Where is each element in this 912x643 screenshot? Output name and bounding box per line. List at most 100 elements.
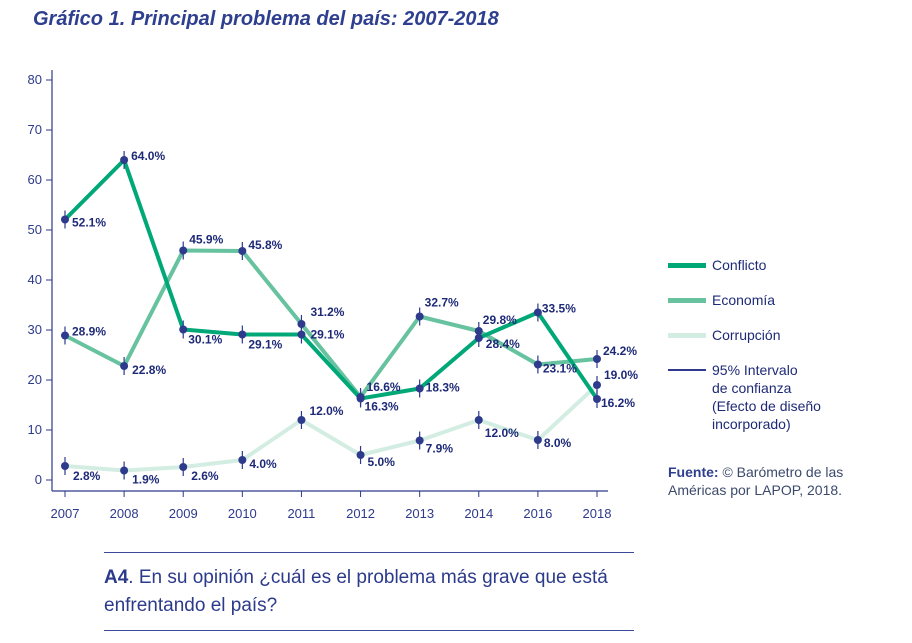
x-tick-label: 2016 <box>523 506 552 521</box>
point-economia <box>356 393 365 401</box>
data-label-conflicto: 29.1% <box>248 338 282 352</box>
legend-item-confidence-interval: 95% Intervalo de confianza (Efecto de di… <box>668 361 821 433</box>
data-label-economia: 31.2% <box>310 305 344 319</box>
data-label-conflicto: 33.5% <box>542 302 576 316</box>
series-line-conflicto <box>63 158 599 401</box>
chart-legend: Conflicto Economía Corrupción 95% Interv… <box>668 256 821 450</box>
x-tick-label: 2010 <box>228 506 257 521</box>
data-label-conflicto: 30.1% <box>188 333 222 347</box>
point-corrupcion <box>61 462 69 470</box>
source-label: Fuente: <box>668 464 719 480</box>
data-label-conflicto: 16.3% <box>365 400 399 414</box>
data-label-conflicto: 28.4% <box>486 337 520 351</box>
data-label-economia: 28.9% <box>72 325 106 339</box>
x-tick-label: 2012 <box>346 506 375 521</box>
legend-label-corrupcion: Corrupción <box>712 327 781 343</box>
data-label-conflicto: 29.1% <box>310 328 344 342</box>
data-label-corrupcion: 5.0% <box>368 455 396 469</box>
y-tick-label: 0 <box>35 472 42 487</box>
y-tick-label: 40 <box>28 272 42 287</box>
legend-label-conflicto: Conflicto <box>712 257 767 273</box>
point-conflicto <box>238 330 247 339</box>
x-tick-label: 2009 <box>169 506 198 521</box>
data-points <box>61 151 601 480</box>
legend-label-economia: Economía <box>712 292 776 308</box>
data-label-conflicto: 16.2% <box>601 396 635 410</box>
point-corrupcion <box>179 463 188 471</box>
data-label-corrupcion: 8.0% <box>544 436 572 450</box>
x-tick-label: 2013 <box>405 506 434 521</box>
data-label-corrupcion: 4.0% <box>249 457 277 471</box>
legend-swatch-conflicto <box>668 263 706 268</box>
y-tick-label: 60 <box>28 172 42 187</box>
point-corrupcion <box>474 416 483 424</box>
y-tick-label: 30 <box>28 322 42 337</box>
data-label-conflicto: 64.0% <box>131 149 165 163</box>
legend-swatch-economia <box>668 298 706 303</box>
point-economia <box>533 360 542 369</box>
data-label-economia: 23.1% <box>543 362 577 376</box>
point-economia <box>593 355 601 363</box>
y-tick-label: 70 <box>28 122 42 137</box>
point-economia <box>415 312 424 321</box>
legend-item-corrupcion: Corrupción <box>668 326 821 344</box>
data-label-conflicto: 18.3% <box>426 381 460 395</box>
data-label-economia: 24.2% <box>603 344 637 358</box>
chart-axes: 0 10 20 30 40 50 60 70 80 2007 2008 2009 2010 2011 201… <box>28 70 612 521</box>
data-label-corrupcion: 12.0% <box>485 426 519 440</box>
legend-swatch-corrupcion <box>668 333 706 338</box>
point-conflicto <box>415 384 424 393</box>
data-label-economia: 16.6% <box>367 380 401 394</box>
source-text: © Barómetro de las Américas por LAPOP, 2… <box>668 464 844 498</box>
point-corrupcion <box>356 451 365 459</box>
data-label-corrupcion: 2.6% <box>191 469 219 483</box>
data-label-economia: 32.7% <box>425 296 459 310</box>
question-text: A4. En su opinión ¿cuál es el problema m… <box>104 564 634 620</box>
point-corrupcion <box>415 436 424 445</box>
y-tick-label: 50 <box>28 222 42 237</box>
x-tick-label: 2007 <box>51 506 80 521</box>
x-tick-label: 2014 <box>464 506 493 521</box>
question-body: . En su opinión ¿cuál es el problema más… <box>104 567 608 616</box>
data-label-corrupcion: 7.9% <box>426 442 454 456</box>
point-economia <box>474 327 483 335</box>
point-economia <box>179 246 188 255</box>
y-tick-label: 80 <box>28 72 42 87</box>
point-corrupcion <box>533 436 542 444</box>
data-label-corrupcion: 2.8% <box>73 469 101 483</box>
legend-item-conflicto: Conflicto <box>668 256 821 274</box>
point-conflicto <box>61 215 69 224</box>
point-economia <box>61 331 69 340</box>
legend-item-economia: Economía <box>668 291 821 309</box>
point-conflicto <box>120 156 129 164</box>
point-conflicto <box>179 325 188 334</box>
point-corrupcion <box>593 381 601 389</box>
data-label-economia: 22.8% <box>132 363 166 377</box>
data-label-economia: 45.9% <box>189 233 223 247</box>
legend-label-ci: 95% Intervalo de confianza (Efecto de di… <box>712 362 821 432</box>
data-label-economia: 45.8% <box>248 238 282 252</box>
series-line-corrupcion <box>63 383 599 473</box>
x-tick-label: 2011 <box>287 506 315 521</box>
series-line-economia <box>63 248 599 399</box>
data-label-conflicto: 52.1% <box>72 216 106 230</box>
point-conflicto <box>297 330 306 339</box>
chart-title: Gráfico 1. Principal problema del país: … <box>33 8 499 30</box>
point-corrupcion <box>238 456 247 464</box>
y-tick-label: 20 <box>28 372 42 387</box>
point-corrupcion <box>120 466 129 475</box>
data-labels: 52.1% 64.0% 30.1% 29.1% 29.1% 16.3% 18.3% 28.4%… <box>72 149 638 487</box>
data-label-corrupcion: 1.9% <box>132 473 160 487</box>
point-economia <box>238 247 247 255</box>
point-corrupcion <box>297 416 306 424</box>
data-label-economia: 29.8% <box>483 313 517 327</box>
series-lines <box>63 158 599 473</box>
x-tick-label: 2018 <box>583 506 612 521</box>
point-economia <box>297 320 306 328</box>
point-economia <box>120 362 129 370</box>
y-tick-label: 10 <box>28 422 42 437</box>
data-label-corrupcion: 19.0% <box>604 368 638 382</box>
x-tick-label: 2008 <box>110 506 139 521</box>
legend-swatch-ci <box>668 369 706 371</box>
